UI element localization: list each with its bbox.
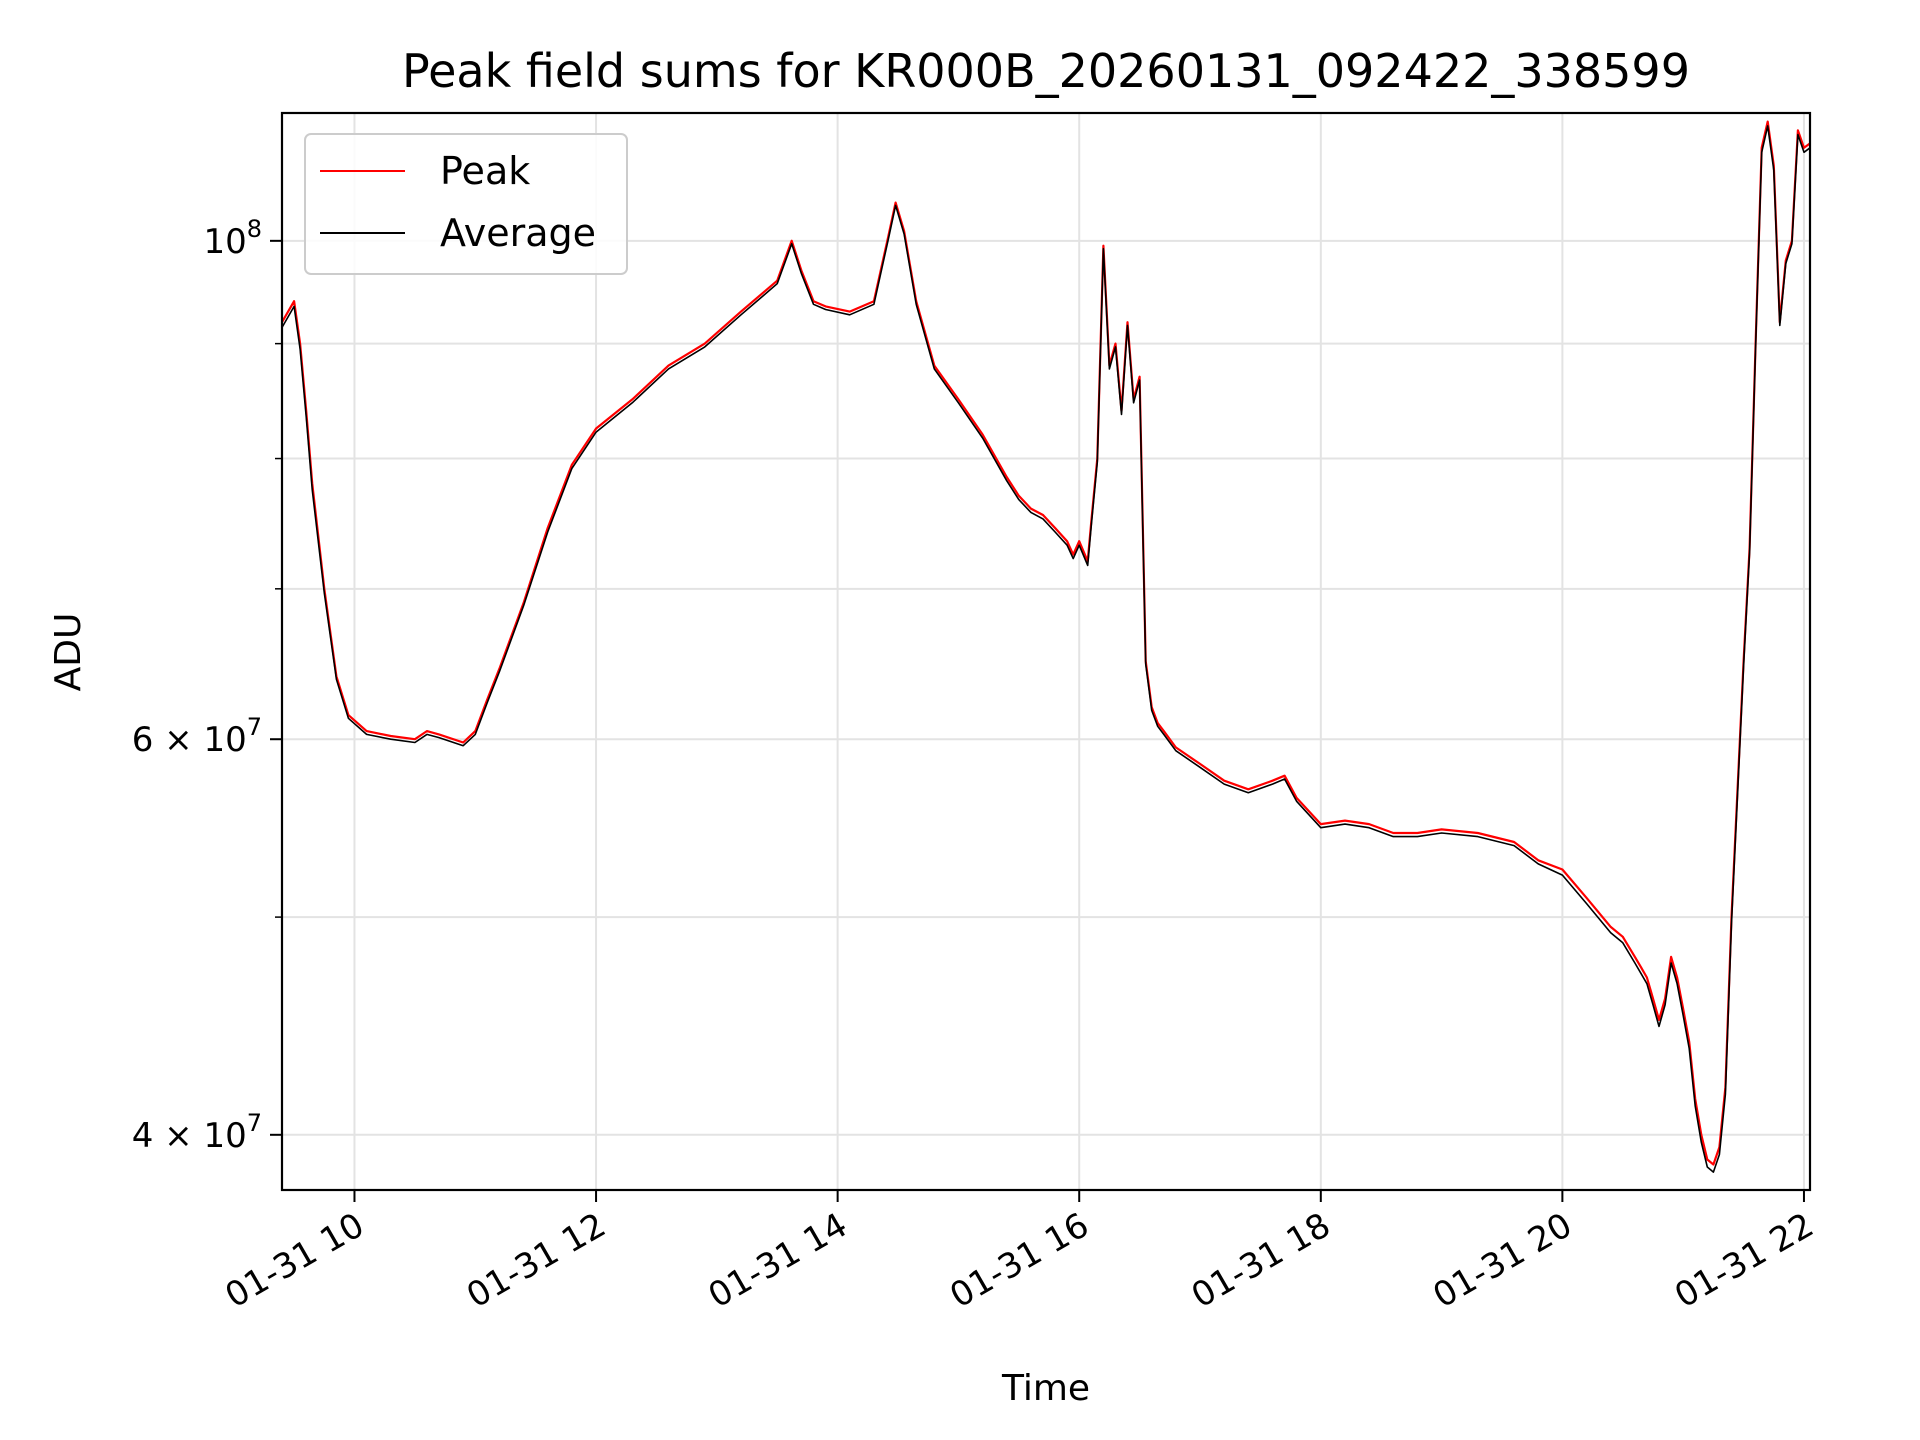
legend-label-average: Average: [440, 211, 596, 255]
y-tick-label-base: 6 × 10: [132, 720, 247, 760]
grid: [282, 113, 1810, 1190]
y-tick-label-base: 10: [203, 222, 246, 262]
y-tick-label-exponent: 7: [247, 1109, 262, 1137]
legend: Peak Average: [304, 133, 628, 275]
y-tick-label: 4 × 107: [132, 1109, 262, 1156]
y-tick-label-base: 4 × 10: [132, 1116, 247, 1156]
plot-frame: [280, 111, 1812, 1192]
chart-title: Peak field sums for KR000B_20260131_0924…: [402, 44, 1690, 98]
y-tick-label: 6 × 107: [132, 713, 262, 760]
series-layer: [281, 120, 1811, 1173]
legend-label-peak: Peak: [440, 149, 530, 193]
series-line-average: [281, 125, 1811, 1173]
y-tick-label-exponent: 7: [247, 713, 262, 741]
legend-box: [304, 133, 628, 275]
y-tick-label: 108: [203, 215, 262, 262]
y-axis-label: ADU: [48, 613, 89, 692]
x-axis-label: Time: [1001, 1368, 1090, 1409]
y-tick-label-exponent: 8: [247, 215, 262, 243]
